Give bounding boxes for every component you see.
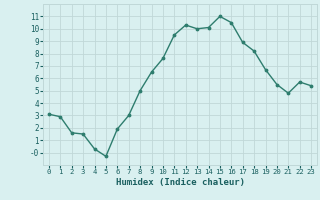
X-axis label: Humidex (Indice chaleur): Humidex (Indice chaleur) [116, 178, 244, 187]
